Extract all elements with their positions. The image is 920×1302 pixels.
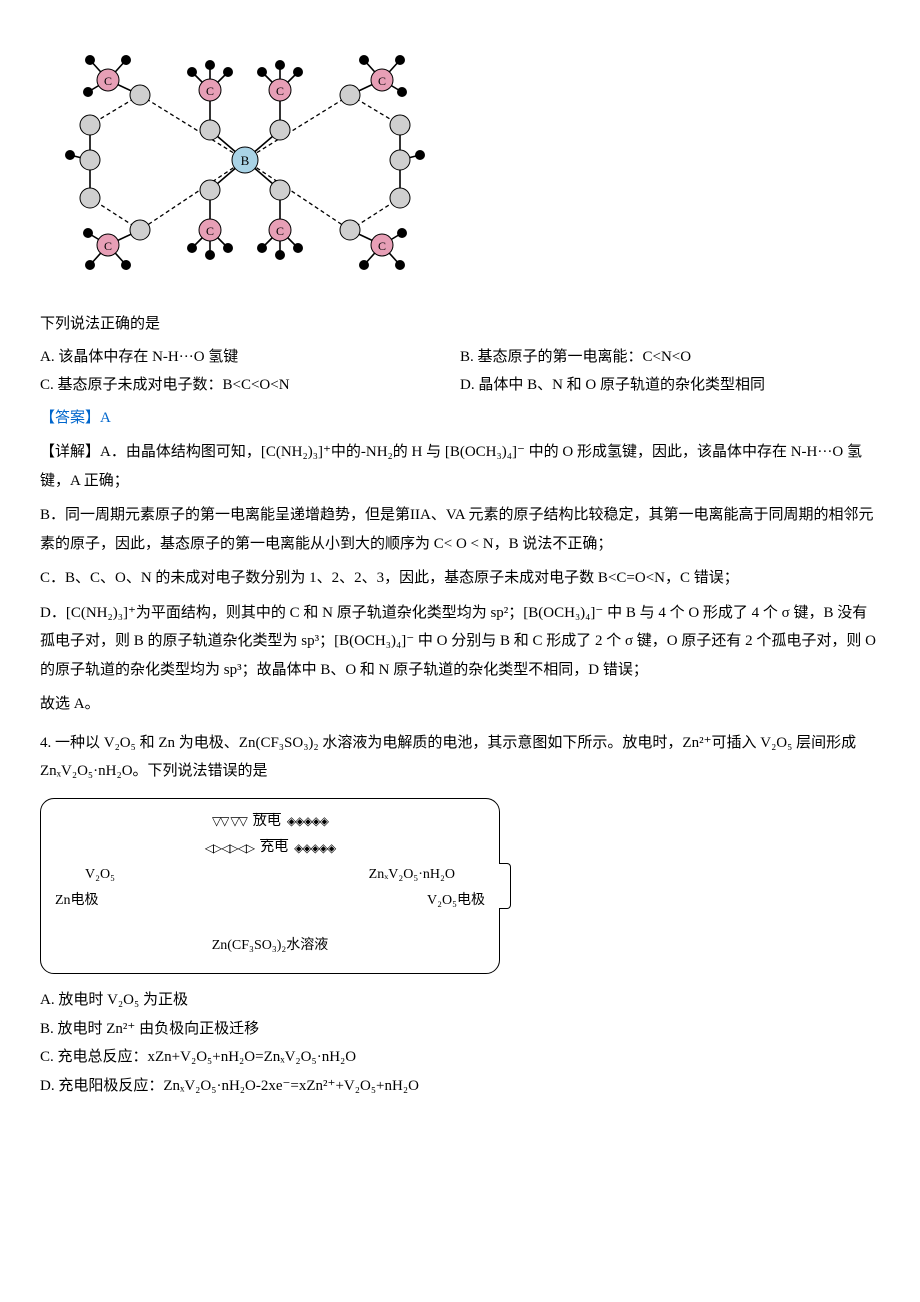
exp-c: C．B、C、O、N 的未成对电子数分别为 1、2、2、3，因此，基态原子未成对电… [40, 564, 880, 593]
svg-text:C: C [206, 224, 214, 238]
svg-text:C: C [276, 224, 284, 238]
answer-value: A [100, 410, 111, 426]
svg-text:C: C [378, 239, 386, 253]
svg-text:C: C [276, 84, 284, 98]
tri-left-top: ▽▽ ▽▽ [212, 810, 247, 833]
exp-d: D．[C(NH₂)₃]⁺为平面结构，则其中的 C 和 N 原子轨道杂化类型均为 … [40, 599, 880, 685]
q4-battery-diagram: ▽▽ ▽▽ 放电 ◈◈◈◈◈ ◁▷◁▷◁▷ 充电 ◈◈◈◈◈ V₂O₅ ZnₓV… [40, 798, 500, 975]
q3-options: A. 该晶体中存在 N-H···O 氢键 B. 基态原子的第一电离能：C<N<O… [40, 343, 880, 400]
discharge-label: 放电 [253, 809, 281, 836]
q3-explanation: 【详解】A．由晶体结构图可知，[C(NH₂)₃]⁺中的-NH₂的 H 与 [B(… [40, 438, 880, 719]
q3-opt-b: B. 基态原子的第一电离能：C<N<O [460, 343, 880, 372]
svg-text:C: C [104, 239, 112, 253]
q3-opt-d: D. 晶体中 B、N 和 O 原子轨道的杂化类型相同 [460, 371, 880, 400]
explanation-head: 【详解】 [40, 444, 100, 460]
q4-opt-b: B. 放电时 Zn²⁺ 由负极向正极迁移 [40, 1015, 880, 1044]
battery-tab [499, 863, 511, 909]
svg-text:C: C [104, 74, 112, 88]
q3-answer: 【答案】A [40, 404, 880, 433]
right-electrode: V₂O₅电极 [427, 888, 485, 915]
exp-b: B．同一周期元素原子的第一电离能呈递增趋势，但是第IIA、VA 元素的原子结构比… [40, 501, 880, 558]
q3-opt-a: A. 该晶体中存在 N-H···O 氢键 [40, 343, 460, 372]
right-formula-top: ZnₓV₂O₅·nH₂O [369, 862, 455, 889]
left-electrode: Zn电极 [55, 888, 99, 915]
svg-text:C: C [206, 84, 214, 98]
q4-opt-a: A. 放电时 V₂O₅ 为正极 [40, 986, 880, 1015]
hatch-right-bot: ◈◈◈◈◈ [294, 837, 335, 860]
electrolyte-label: Zn(CF₃SO₃)₂水溶液 [55, 933, 485, 960]
exp-end: 故选 A。 [40, 690, 880, 719]
left-formula: V₂O₅ [85, 862, 115, 889]
q4-options: A. 放电时 V₂O₅ 为正极 B. 放电时 Zn²⁺ 由负极向正极迁移 C. … [40, 986, 880, 1100]
hatch-right-top: ◈◈◈◈◈ [287, 810, 328, 833]
label-b: B [241, 153, 250, 168]
q4-stem: 4. 一种以 V₂O₅ 和 Zn 为电极、Zn(CF₃SO₃)₂ 水溶液为电解质… [40, 729, 880, 786]
q3-opt-c: C. 基态原子未成对电子数：B<C<O<N [40, 371, 460, 400]
answer-label: 【答案】 [40, 410, 100, 426]
svg-text:C: C [378, 74, 386, 88]
q4-opt-c: C. 充电总反应：xZn+V₂O₅+nH₂O=ZnₓV₂O₅·nH₂O [40, 1043, 880, 1072]
charge-label: 充电 [260, 835, 288, 862]
molecule-svg: B C C C C C C C C [40, 20, 450, 300]
exp-a: A．由晶体结构图可知，[C(NH₂)₃]⁺中的-NH₂的 H 与 [B(OCH₃… [40, 444, 862, 489]
q3-molecular-diagram: B C C C C C C C C [40, 20, 880, 300]
q4-opt-d: D. 充电阳极反应：ZnₓV₂O₅·nH₂O-2xe⁻=xZn²⁺+V₂O₅+n… [40, 1072, 880, 1101]
tri-left-bot: ◁▷◁▷◁▷ [205, 837, 254, 860]
q3-stem: 下列说法正确的是 [40, 310, 880, 339]
